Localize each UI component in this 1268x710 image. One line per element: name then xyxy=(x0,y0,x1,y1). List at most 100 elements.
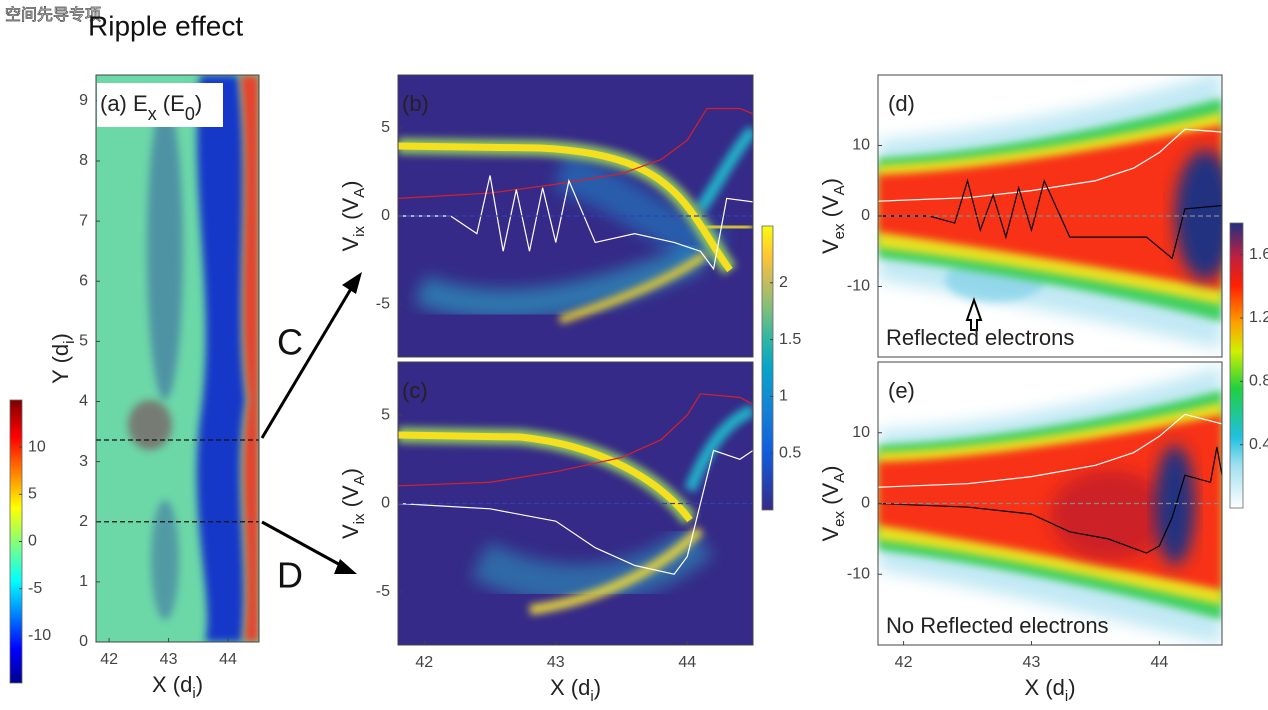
x-tick-label: 43 xyxy=(160,651,178,668)
panel-label: (b) xyxy=(402,91,429,116)
y-axis-label-part: (V xyxy=(338,198,363,226)
curve xyxy=(398,107,753,199)
y-tick-label: 10 xyxy=(852,424,870,441)
x-axis-label-part: X (d xyxy=(550,675,590,700)
y-axis-label-part: (V xyxy=(338,485,363,513)
x-tick-label: 43 xyxy=(547,654,565,671)
y-axis-label-part: ex xyxy=(831,223,848,239)
y-axis-label-part: V xyxy=(818,527,843,542)
y-tick-label: 10 xyxy=(852,137,870,154)
colorbar xyxy=(761,225,774,511)
panel-label-part: (e) xyxy=(888,378,915,403)
x-axis-label-part: X (d xyxy=(1024,675,1064,700)
connector-arrows xyxy=(260,272,983,574)
y-tick-label: 5 xyxy=(381,406,390,423)
colorbar-tick-label: 5 xyxy=(28,486,37,503)
y-axis-label-part: V xyxy=(338,237,363,252)
x-tick-label: 44 xyxy=(1150,654,1168,671)
heatmap-texture xyxy=(96,75,259,642)
panel-label-box xyxy=(97,83,223,127)
x-axis-label-part: i xyxy=(1065,688,1068,705)
y-axis-label-part: V xyxy=(338,524,363,539)
y-axis-label: Y (di) xyxy=(48,333,79,384)
x-axis-label: X (di) xyxy=(1024,675,1075,706)
panel-label-part: (a) E xyxy=(100,91,148,116)
panel-label-part: (c) xyxy=(402,378,428,403)
colorbar-tick-label: 0 xyxy=(28,533,37,550)
x-axis-label-part: ) xyxy=(196,672,203,697)
figure-title: Ripple effect xyxy=(88,10,243,41)
colorbar-tick-label: -5 xyxy=(28,580,42,597)
curve xyxy=(878,178,1222,260)
colorbar-tick-label: 1.2 xyxy=(1249,309,1268,326)
y-axis-label-part: i xyxy=(61,341,78,344)
y-axis-label-part: A xyxy=(351,475,368,485)
y-tick-label: 4 xyxy=(79,393,88,410)
panel-label-part: (E xyxy=(157,91,185,116)
y-tick-label: 1 xyxy=(79,573,88,590)
y-axis-label: Vix (VA) xyxy=(338,181,369,252)
y-tick-label: 3 xyxy=(79,453,88,470)
y-tick-label: 0 xyxy=(861,495,870,512)
y-axis-label-part: ) xyxy=(48,333,73,340)
annotation: No Reflected electrons xyxy=(886,613,1109,638)
y-axis-label-part: A xyxy=(831,473,848,483)
arrow-label: C xyxy=(277,322,303,363)
y-tick-label: 0 xyxy=(861,207,870,224)
y-tick-label: 2 xyxy=(79,513,88,530)
watermark: 空间先导专项 xyxy=(5,6,101,24)
y-axis-label-part: ix xyxy=(351,225,368,236)
colorbar-tick-label: 0.5 xyxy=(779,444,801,461)
y-axis-label: Vix (VA) xyxy=(338,468,369,539)
y-tick-label: 0 xyxy=(381,207,390,224)
y-tick-label: -5 xyxy=(376,583,390,600)
x-tick-label: 42 xyxy=(415,654,433,671)
y-tick-label: 0 xyxy=(381,495,390,512)
arrow-label: D xyxy=(277,555,303,596)
x-axis-label: X (di) xyxy=(152,672,203,703)
panel-label-part: (b) xyxy=(402,91,429,116)
panel-label-part: ) xyxy=(195,91,202,116)
panel-label-part: (d) xyxy=(888,91,915,116)
x-axis-label-part: i xyxy=(192,685,195,702)
colorbar-tick-label: 1.6 xyxy=(1249,246,1268,263)
y-axis-label-part: ex xyxy=(831,510,848,526)
x-axis-label-part: ) xyxy=(594,675,601,700)
x-tick-label: 44 xyxy=(219,651,237,668)
panel-label-part: x xyxy=(148,104,157,124)
y-tick-label: 5 xyxy=(79,333,88,350)
y-axis-label-part: (V xyxy=(818,195,843,223)
y-tick-label: 6 xyxy=(79,272,88,289)
colorbar-tick-label: -10 xyxy=(28,627,51,644)
curve xyxy=(398,175,753,271)
x-tick-label: 43 xyxy=(1023,654,1041,671)
y-tick-label: -10 xyxy=(847,565,870,582)
curve xyxy=(398,393,753,487)
panel-label: (c) xyxy=(402,378,428,403)
y-tick-label: -10 xyxy=(847,278,870,295)
plot-frame xyxy=(95,74,260,643)
heatmap-texture xyxy=(878,75,1222,357)
y-axis-label-part: Y (d xyxy=(48,344,73,384)
y-axis-label-part: ) xyxy=(818,178,843,185)
curve xyxy=(878,446,1222,554)
x-axis-label-part: ) xyxy=(1068,675,1075,700)
colorbar-tick-label: 0.8 xyxy=(1249,373,1268,390)
y-axis-label-part: ix xyxy=(351,513,368,524)
y-axis-label-part: V xyxy=(818,239,843,254)
y-axis-label-part: A xyxy=(831,185,848,195)
x-axis-label-part: X (d xyxy=(152,672,192,697)
y-axis-label-part: A xyxy=(351,188,368,198)
x-axis-label: X (di) xyxy=(550,675,601,706)
y-tick-label: 0 xyxy=(79,633,88,650)
colorbar-tick-label: 10 xyxy=(28,438,46,455)
x-tick-label: 42 xyxy=(100,651,118,668)
heatmap-texture xyxy=(878,362,1222,645)
y-axis-label: Vex (VA) xyxy=(818,466,849,542)
y-axis-label-part: ) xyxy=(338,468,363,475)
annotation: Reflected electrons xyxy=(886,325,1074,350)
y-axis-label-part: (V xyxy=(818,483,843,511)
panel-label: (e) xyxy=(888,378,915,403)
panel-label: (d) xyxy=(888,91,915,116)
